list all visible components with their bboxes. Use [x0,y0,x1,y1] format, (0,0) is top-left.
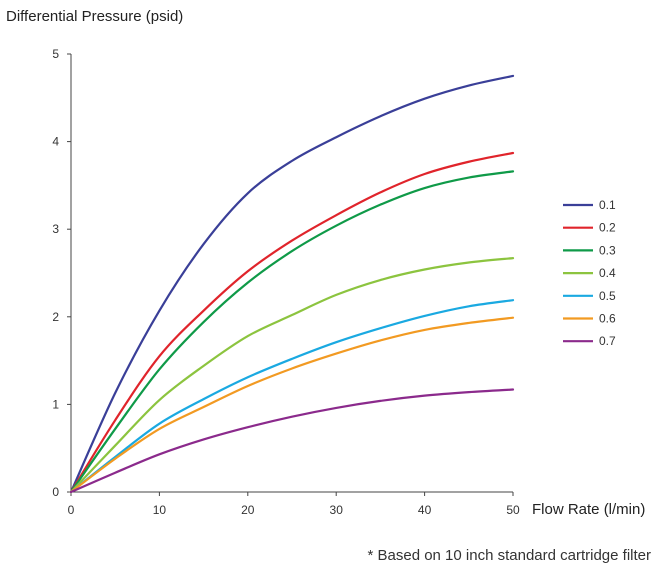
x-axis-label: Flow Rate (l/min) [532,501,646,518]
series-line-0-3 [69,170,515,494]
x-tick-label: 30 [330,503,344,517]
legend-label: 0.7 [599,334,616,348]
series-line-0-7 [69,388,515,494]
y-tick-label: 4 [52,135,59,149]
y-tick-label: 1 [52,397,59,411]
y-tick-label: 3 [52,222,59,236]
x-tick-label: 50 [506,503,520,517]
legend-label: 0.2 [599,221,616,235]
legend-label: 0.5 [599,289,616,303]
y-tick-label: 0 [52,485,59,499]
x-tick-label: 10 [153,503,167,517]
legend-label: 0.1 [599,198,616,212]
x-tick-label: 20 [241,503,255,517]
series-line-0-4 [69,257,515,494]
series-line-0-6 [69,316,515,494]
y-tick-label: 2 [52,310,59,324]
x-tick-label: 0 [68,503,75,517]
legend-label: 0.6 [599,312,616,326]
legend-label: 0.3 [599,243,616,257]
series-line-0-2 [69,151,515,494]
series-line-0-5 [69,299,515,494]
x-tick-label: 40 [418,503,432,517]
legend-label: 0.4 [599,266,616,280]
y-tick-label: 5 [52,47,59,61]
series-line-0-1 [69,74,515,494]
y-axis-label: Differential Pressure (psid) [6,8,184,25]
footnote: * Based on 10 inch standard cartridge fi… [367,547,652,564]
